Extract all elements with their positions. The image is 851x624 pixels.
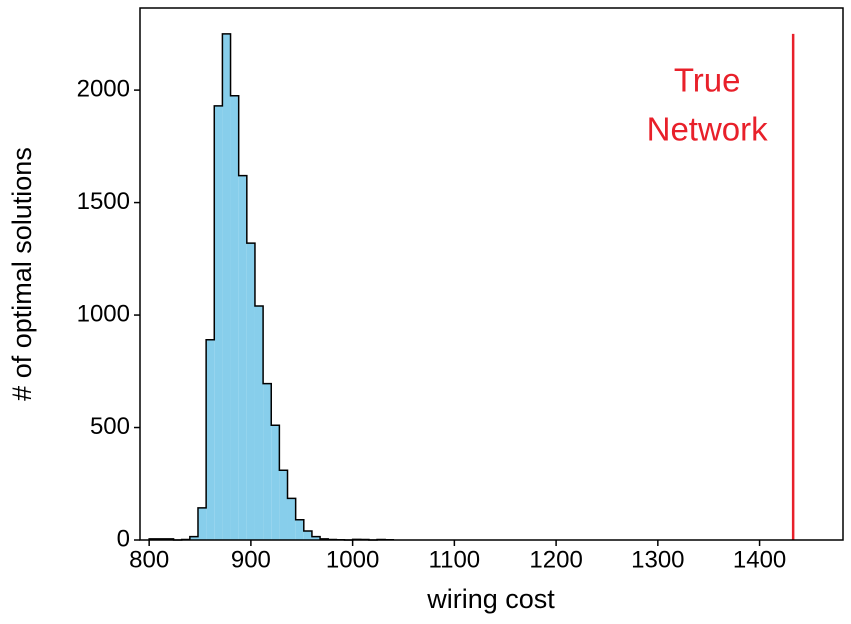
y-axis-label: # of optimal solutions bbox=[7, 147, 37, 401]
annotation-text: True bbox=[674, 62, 741, 99]
bar bbox=[189, 536, 198, 540]
x-tick-label: 1000 bbox=[326, 546, 379, 573]
y-tick-label: 0 bbox=[117, 525, 130, 552]
annotation-text: Network bbox=[647, 111, 769, 148]
bar bbox=[303, 531, 312, 540]
bar bbox=[238, 175, 247, 540]
bar bbox=[197, 507, 207, 540]
x-tick-label: 800 bbox=[129, 546, 169, 573]
y-tick-label: 1000 bbox=[77, 300, 130, 327]
x-tick-label: 1300 bbox=[631, 546, 684, 573]
x-axis-label: wiring cost bbox=[426, 584, 555, 614]
bar bbox=[287, 498, 296, 540]
bar bbox=[254, 306, 264, 540]
bar bbox=[279, 470, 288, 540]
bar bbox=[295, 519, 304, 540]
bar bbox=[271, 425, 280, 540]
x-tick-label: 1400 bbox=[733, 546, 786, 573]
bar bbox=[246, 243, 255, 540]
x-tick-label: 900 bbox=[231, 546, 271, 573]
bar bbox=[222, 33, 231, 540]
bar bbox=[311, 536, 321, 540]
y-tick-label: 500 bbox=[90, 413, 130, 440]
bar bbox=[214, 105, 223, 541]
bar bbox=[263, 383, 272, 540]
x-tick-label: 1200 bbox=[529, 546, 582, 573]
x-tick-label: 1100 bbox=[429, 546, 481, 573]
bar bbox=[206, 339, 215, 540]
y-tick-label: 1500 bbox=[77, 188, 130, 215]
y-tick-label: 2000 bbox=[77, 75, 130, 102]
plot-frame bbox=[139, 7, 844, 541]
bar bbox=[230, 95, 239, 541]
